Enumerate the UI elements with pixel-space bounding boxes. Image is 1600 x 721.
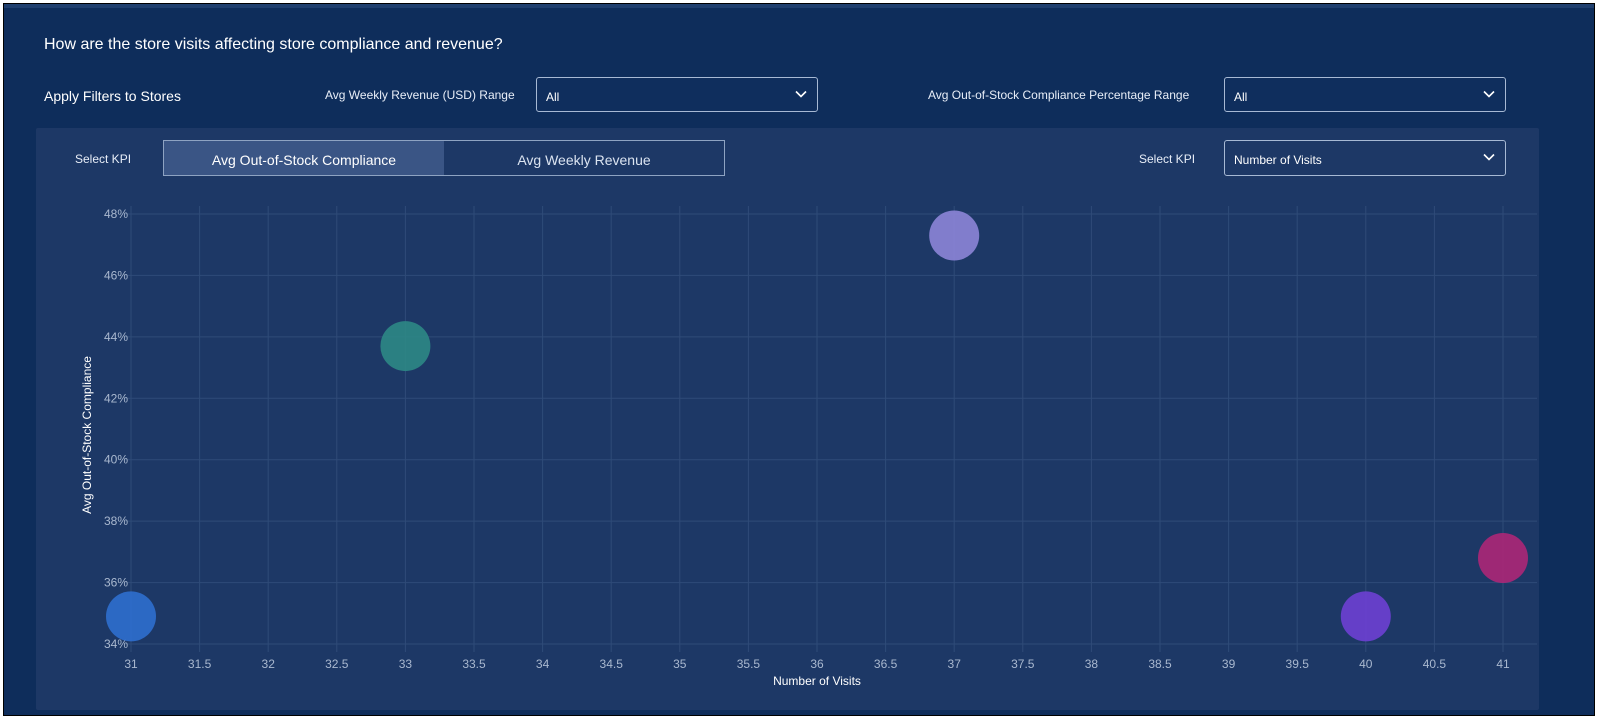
compliance-range-select[interactable]: All xyxy=(1224,77,1506,112)
kpi-toggle: Avg Out-of-Stock Compliance Avg Weekly R… xyxy=(163,140,725,176)
y-axis-title: Avg Out-of-Stock Compliance xyxy=(80,356,94,514)
kpi-left-label: Select KPI xyxy=(75,152,132,166)
filters-heading: Apply Filters to Stores xyxy=(44,88,181,104)
x-tick-label: 41 xyxy=(1496,657,1510,671)
chevron-down-icon xyxy=(1483,153,1495,161)
chevron-down-icon xyxy=(1483,90,1495,98)
x-tick-label: 31.5 xyxy=(188,657,212,671)
x-tick-label: 40.5 xyxy=(1423,657,1447,671)
page-question: How are the store visits affecting store… xyxy=(44,36,503,53)
chevron-down-icon xyxy=(795,90,807,98)
x-tick-label: 39.5 xyxy=(1286,657,1310,671)
y-tick-label: 36% xyxy=(104,576,128,590)
scatter-point xyxy=(106,591,156,642)
kpi-right-label: Select KPI xyxy=(1139,152,1196,166)
x-tick-label: 33 xyxy=(399,657,413,671)
revenue-range-label: Avg Weekly Revenue (USD) Range xyxy=(325,88,515,102)
y-tick-label: 44% xyxy=(104,330,128,344)
x-tick-label: 40 xyxy=(1359,657,1373,671)
x-tick-label: 39 xyxy=(1222,657,1236,671)
x-tick-label: 34.5 xyxy=(600,657,624,671)
x-tick-label: 37.5 xyxy=(1011,657,1035,671)
x-tick-label: 37 xyxy=(948,657,962,671)
x-tick-label: 32.5 xyxy=(325,657,349,671)
x-tick-label: 33.5 xyxy=(462,657,486,671)
x-tick-label: 36 xyxy=(810,657,824,671)
scatter-point xyxy=(380,321,431,372)
compliance-range-value: All xyxy=(1234,90,1248,104)
compliance-range-label: Avg Out-of-Stock Compliance Percentage R… xyxy=(928,88,1190,102)
top-band xyxy=(4,4,1594,8)
y-tick-label: 34% xyxy=(104,637,128,651)
x-tick-label: 38.5 xyxy=(1148,657,1172,671)
scatter-point xyxy=(1478,533,1528,583)
dashboard-frame: How are the store visits affecting store… xyxy=(3,3,1595,716)
y-tick-label: 38% xyxy=(104,514,128,528)
x-tick-label: 31 xyxy=(124,657,138,671)
revenue-range-value: All xyxy=(546,90,560,104)
chart-panel: Select KPI Avg Out-of-Stock Compliance A… xyxy=(36,128,1539,710)
scatter-point xyxy=(1340,591,1391,642)
tab-label: Avg Weekly Revenue xyxy=(517,152,651,168)
x-tick-label: 35 xyxy=(673,657,687,671)
scatter-chart: 34% 36% 38% 40% 42% 44% 46% 48% 31 31.5 32 32.5 33 33… xyxy=(80,206,1537,688)
scatter-point xyxy=(929,210,980,261)
kpi-x-axis-select[interactable]: Number of Visits xyxy=(1224,140,1506,176)
x-tick-label: 32 xyxy=(262,657,276,671)
kpi-x-axis-value: Number of Visits xyxy=(1234,153,1322,167)
tab-label: Avg Out-of-Stock Compliance xyxy=(211,152,397,168)
y-tick-label: 48% xyxy=(104,207,128,221)
y-tick-label: 40% xyxy=(104,453,128,467)
y-tick-label: 42% xyxy=(104,391,128,405)
x-tick-label: 35.5 xyxy=(737,657,761,671)
x-tick-label: 34 xyxy=(536,657,550,671)
revenue-range-select[interactable]: All xyxy=(536,77,818,112)
tab-avg-out-of-stock-compliance[interactable]: Avg Out-of-Stock Compliance xyxy=(164,141,444,175)
tab-avg-weekly-revenue[interactable]: Avg Weekly Revenue xyxy=(444,141,724,175)
y-tick-label: 46% xyxy=(104,268,128,282)
x-tick-label: 38 xyxy=(1085,657,1099,671)
x-tick-label: 36.5 xyxy=(874,657,898,671)
x-axis-title: Number of Visits xyxy=(773,674,861,688)
